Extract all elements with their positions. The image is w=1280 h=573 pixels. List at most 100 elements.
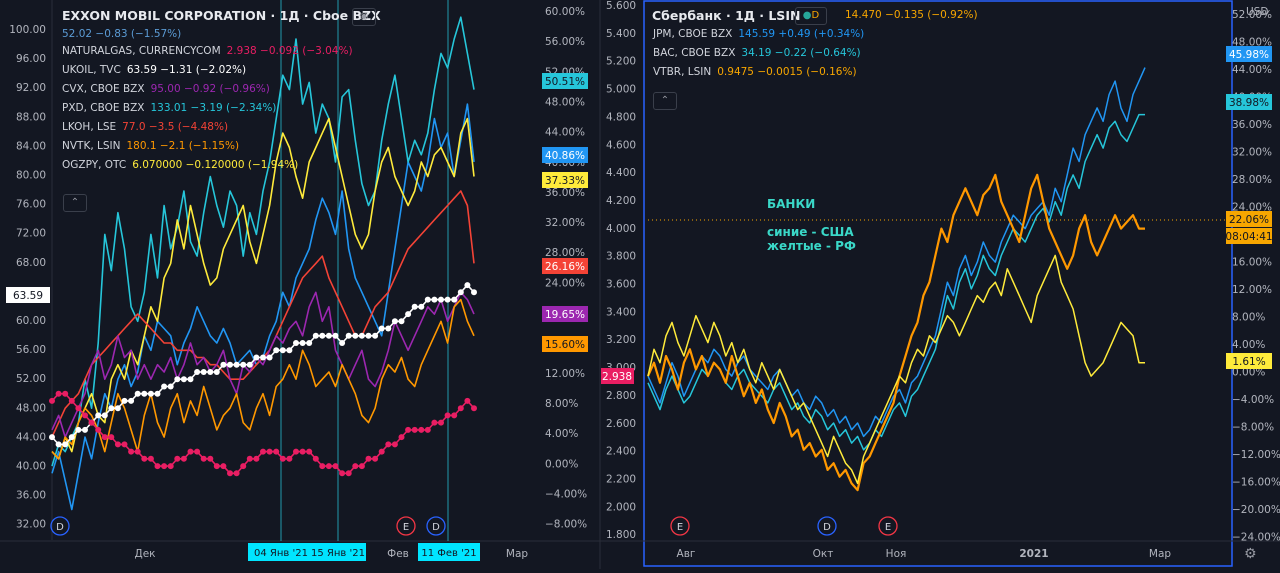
left-axis-tick: 80.00 bbox=[16, 170, 46, 182]
right-axis-tick: −16.00% bbox=[1232, 477, 1280, 489]
mid-axis-tick: 4.400 bbox=[606, 167, 636, 179]
data-point-UKOIL bbox=[352, 332, 359, 339]
left-title[interactable]: EXXON MOBIL CORPORATION · 1Д · Cboe BZX bbox=[62, 8, 381, 23]
data-point-UKOIL bbox=[161, 383, 168, 390]
right-axis-tick: −12.00% bbox=[1232, 449, 1280, 461]
left-axis-tick: 76.00 bbox=[16, 199, 46, 211]
highlight-date-label: 15 Янв '21 bbox=[311, 548, 365, 559]
dividend-d-icon: D bbox=[811, 10, 820, 21]
left-axis-tick: 40.00 bbox=[16, 461, 46, 473]
data-point-UKOIL bbox=[260, 354, 266, 361]
right-x-label: Окт bbox=[813, 548, 834, 560]
data-point-NATURALGAS bbox=[154, 463, 161, 470]
data-point-UKOIL bbox=[55, 441, 62, 448]
pct-badge bbox=[542, 172, 588, 188]
data-point-UKOIL bbox=[418, 303, 425, 310]
data-point-NATURALGAS bbox=[451, 412, 458, 419]
price-badge-text: 63.59 bbox=[13, 290, 43, 302]
mid-axis-tick: 2.200 bbox=[606, 473, 636, 485]
data-point-UKOIL bbox=[444, 296, 451, 303]
data-point-NATURALGAS bbox=[312, 455, 319, 462]
data-point-UKOIL bbox=[411, 303, 418, 310]
data-point-NATURALGAS bbox=[134, 448, 141, 455]
right-axis-tick: 0.00% bbox=[1232, 367, 1265, 379]
right-main-values: 14.470 −0.135 (−0.92%) bbox=[845, 9, 978, 21]
data-point-NATURALGAS bbox=[253, 455, 260, 462]
right-title[interactable]: Сбербанк · 1Д · LSIN bbox=[652, 8, 800, 23]
data-point-NATURALGAS bbox=[88, 419, 95, 426]
pct-badge-text: 37.33% bbox=[545, 175, 585, 187]
data-point-UKOIL bbox=[128, 397, 135, 404]
data-point-UKOIL bbox=[319, 332, 326, 339]
mid-axis-tick: 2.000 bbox=[606, 501, 636, 513]
data-point-UKOIL bbox=[451, 296, 458, 303]
legend-symbol: NVTK, LSIN bbox=[62, 140, 121, 152]
data-point-UKOIL bbox=[253, 354, 260, 361]
legend-symbol: CVX, CBOE BZX bbox=[62, 83, 145, 95]
data-point-UKOIL bbox=[154, 390, 161, 397]
data-point-UKOIL bbox=[312, 332, 319, 339]
right-axis-tick: 12.00% bbox=[1232, 284, 1272, 296]
data-point-NATURALGAS bbox=[319, 463, 326, 470]
data-point-UKOIL bbox=[233, 361, 240, 368]
data-point-NATURALGAS bbox=[62, 390, 69, 397]
data-point-NATURALGAS bbox=[95, 426, 102, 433]
right-x-label: Ноя bbox=[886, 548, 907, 560]
right-collapse-button[interactable]: ⌃ bbox=[653, 92, 677, 110]
left-collapse-button[interactable]: ⌃ bbox=[63, 194, 87, 212]
left-axis-tick: 56.00 bbox=[16, 344, 46, 356]
series-line-PXD bbox=[51, 16, 475, 467]
data-point-UKOIL bbox=[194, 369, 201, 375]
data-point-UKOIL bbox=[141, 390, 148, 397]
dividend-event-icon bbox=[50, 516, 70, 536]
data-point-NATURALGAS bbox=[101, 434, 108, 441]
settings-gear-icon[interactable]: ⚙ bbox=[1244, 546, 1257, 562]
pct-badge bbox=[1226, 46, 1272, 62]
pct-axis-tick: 60.00% bbox=[545, 6, 585, 18]
right-axis-tick: 48.00% bbox=[1232, 37, 1272, 49]
data-point-NATURALGAS bbox=[279, 455, 286, 462]
legend-values: 180.1 −2.1 (−1.15%) bbox=[126, 140, 240, 152]
pct-badge-text: 15.60% bbox=[545, 339, 585, 351]
mid-axis-tick: 4.000 bbox=[606, 223, 636, 235]
data-point-NATURALGAS bbox=[372, 455, 379, 462]
currency-label[interactable]: USD bbox=[1246, 6, 1269, 18]
data-point-UKOIL bbox=[174, 376, 181, 383]
left-x-label: Дек bbox=[134, 548, 155, 560]
data-point-UKOIL bbox=[286, 347, 293, 354]
data-point-UKOIL bbox=[240, 361, 247, 368]
price-badge bbox=[6, 287, 50, 303]
right-axis-tick: 8.00% bbox=[1232, 312, 1265, 324]
data-point-UKOIL bbox=[293, 340, 299, 346]
mid-axis-tick: 4.800 bbox=[606, 111, 636, 123]
right-symbol-title: Сбербанк · 1Д · LSIN bbox=[652, 8, 801, 23]
event-label: D bbox=[823, 522, 831, 533]
data-point-UKOIL bbox=[95, 412, 102, 419]
data-point-NATURALGAS bbox=[167, 463, 174, 470]
series-line-OGZPY bbox=[51, 117, 475, 460]
data-point-UKOIL bbox=[372, 332, 379, 339]
right-axis-tick: 52.00% bbox=[1232, 9, 1272, 21]
data-point-NATURALGAS bbox=[207, 455, 214, 462]
right-legend-toggle[interactable]: ●D bbox=[795, 7, 827, 25]
data-point-UKOIL bbox=[213, 369, 220, 375]
data-point-UKOIL bbox=[438, 296, 444, 303]
data-point-UKOIL bbox=[299, 340, 306, 346]
data-point-NATURALGAS bbox=[266, 448, 273, 455]
pct-axis-tick: −8.00% bbox=[545, 519, 587, 531]
left-x-label: Мар bbox=[506, 548, 528, 560]
right-axis-tick: 36.00% bbox=[1232, 119, 1272, 131]
left-legend-toggle[interactable]: ◉ bbox=[352, 8, 376, 26]
data-point-NATURALGAS bbox=[114, 441, 121, 448]
event-label: D bbox=[56, 522, 64, 533]
left-badges: 50.51% 40.86% 37.33% 26.16% 19.65% 15.60% 2.93… bbox=[6, 73, 634, 384]
legend-values: 63.59 −1.31 (−2.02%) bbox=[126, 64, 247, 76]
legend-values: 34.19 −0.22 (−0.64%) bbox=[741, 47, 861, 59]
legend-values: 0.9475 −0.0015 (−0.16%) bbox=[717, 66, 857, 78]
data-point-UKOIL bbox=[398, 318, 405, 325]
pct-badge bbox=[1226, 228, 1272, 244]
data-point-UKOIL bbox=[147, 390, 154, 397]
series-line-BAC bbox=[647, 113, 1145, 451]
price-badge bbox=[601, 368, 634, 384]
